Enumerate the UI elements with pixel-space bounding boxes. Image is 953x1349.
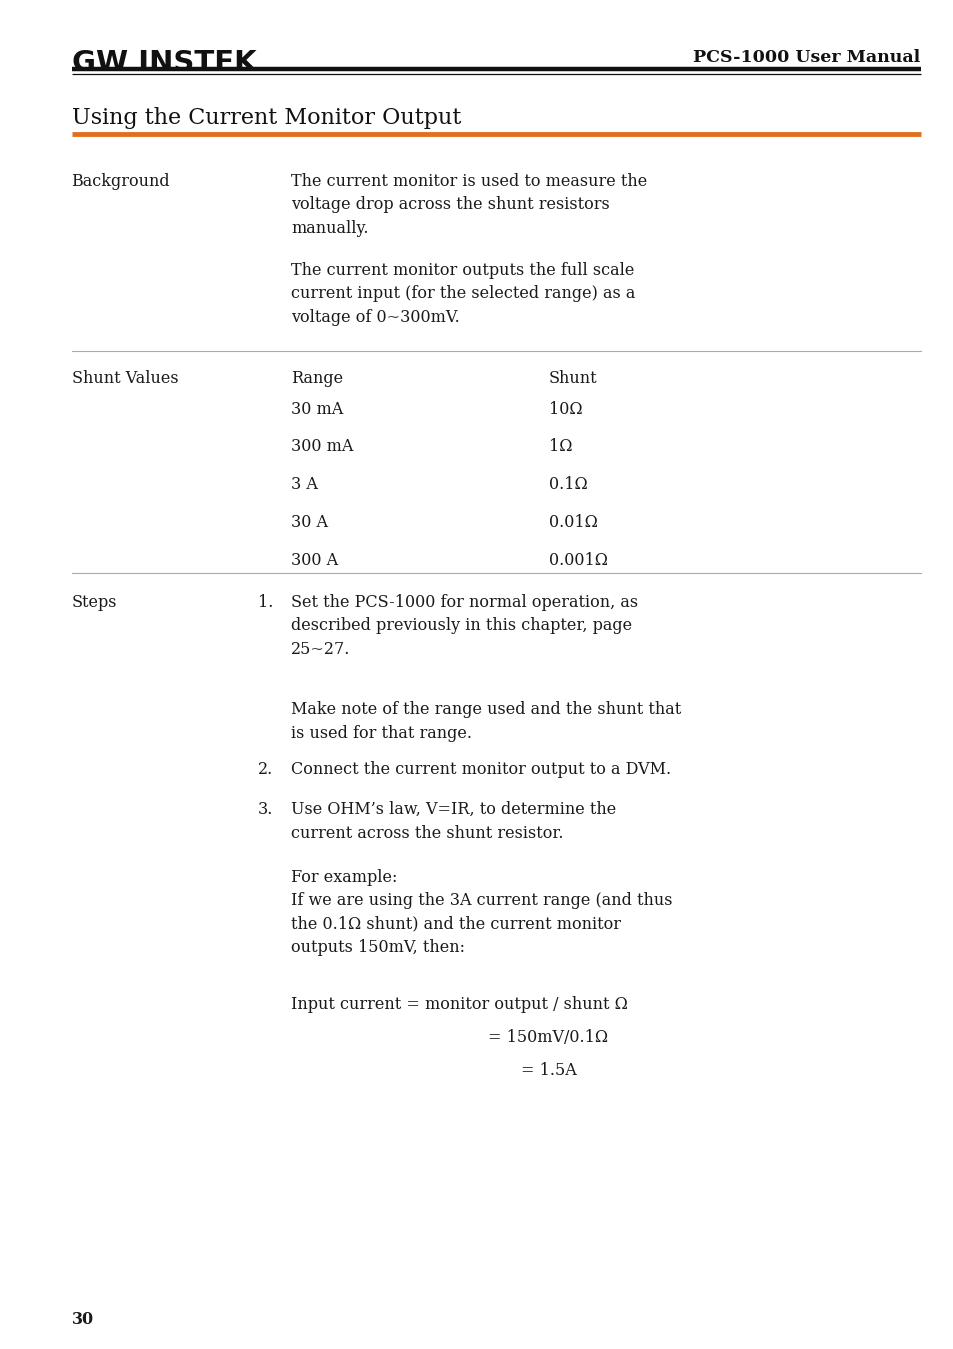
Text: 30: 30: [71, 1311, 93, 1329]
Text: 0.001Ω: 0.001Ω: [548, 552, 607, 569]
Text: Background: Background: [71, 173, 170, 190]
Text: 0.1Ω: 0.1Ω: [548, 476, 587, 494]
Text: Use OHM’s law, V=IR, to determine the
current across the shunt resistor.: Use OHM’s law, V=IR, to determine the cu…: [291, 801, 616, 842]
Text: Input current = monitor output / shunt Ω: Input current = monitor output / shunt Ω: [291, 996, 627, 1013]
Text: 10Ω: 10Ω: [548, 401, 581, 418]
Text: Connect the current monitor output to a DVM.: Connect the current monitor output to a …: [291, 761, 670, 778]
Text: Shunt: Shunt: [548, 370, 597, 387]
Text: 30 A: 30 A: [291, 514, 328, 532]
Text: Shunt Values: Shunt Values: [71, 370, 178, 387]
Text: For example:
If we are using the 3A current range (and thus
the 0.1Ω shunt) and : For example: If we are using the 3A curr…: [291, 869, 672, 956]
Text: 3 A: 3 A: [291, 476, 317, 494]
Text: 0.01Ω: 0.01Ω: [548, 514, 597, 532]
Text: = 150mV/0.1Ω: = 150mV/0.1Ω: [488, 1029, 608, 1047]
Text: GW INSTEK: GW INSTEK: [71, 49, 256, 77]
Text: 1Ω: 1Ω: [548, 438, 572, 456]
Text: 300 mA: 300 mA: [291, 438, 353, 456]
Text: Make note of the range used and the shunt that
is used for that range.: Make note of the range used and the shun…: [291, 701, 680, 742]
Text: 1.: 1.: [257, 594, 273, 611]
Text: Steps: Steps: [71, 594, 117, 611]
Text: Using the Current Monitor Output: Using the Current Monitor Output: [71, 107, 460, 128]
Text: 3.: 3.: [257, 801, 273, 819]
Text: The current monitor is used to measure the
voltage drop across the shunt resisto: The current monitor is used to measure t…: [291, 173, 646, 236]
Text: = 1.5A: = 1.5A: [520, 1062, 576, 1079]
Text: Set the PCS-1000 for normal operation, as
described previously in this chapter, : Set the PCS-1000 for normal operation, a…: [291, 594, 638, 657]
Text: 2.: 2.: [257, 761, 273, 778]
Text: 300 A: 300 A: [291, 552, 337, 569]
Text: PCS-1000 User Manual: PCS-1000 User Manual: [693, 49, 920, 66]
Text: The current monitor outputs the full scale
current input (for the selected range: The current monitor outputs the full sca…: [291, 262, 635, 325]
Text: Range: Range: [291, 370, 343, 387]
Text: 30 mA: 30 mA: [291, 401, 343, 418]
